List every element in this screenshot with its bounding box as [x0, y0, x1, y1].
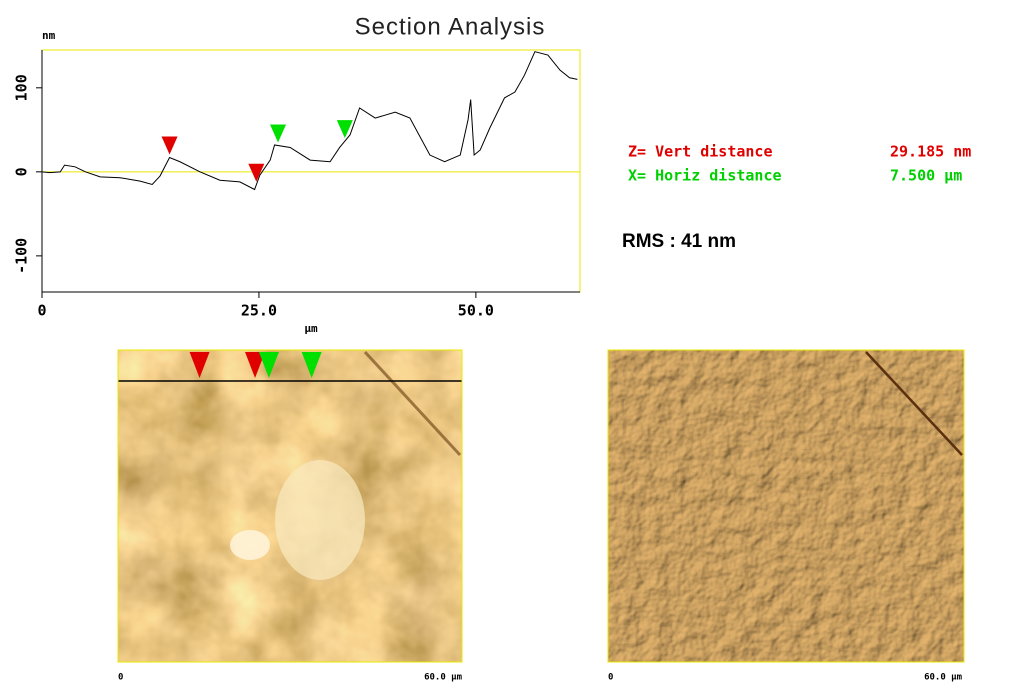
x-tick-label: 50.0: [458, 302, 494, 320]
cursor: [161, 136, 178, 155]
scale-start: 0: [118, 673, 123, 683]
y-tick-label: 100: [13, 74, 31, 101]
cursor: [270, 124, 287, 143]
image-scratch: [363, 350, 462, 457]
x-tick-label: 25.0: [241, 302, 277, 320]
image-cursor: [301, 352, 322, 378]
horiz-value: 7.500 µm: [890, 167, 962, 185]
x-tick-label: 0: [37, 302, 46, 320]
image-frame: [117, 349, 463, 663]
image-scratch: [865, 351, 963, 456]
scale-end: 60.0 µm: [424, 673, 463, 683]
y-axis-label: nm: [42, 29, 56, 42]
cursor: [248, 163, 265, 182]
cursor: [336, 120, 353, 139]
image-cursor: [258, 352, 279, 378]
y-tick-label: 0: [13, 167, 31, 176]
scale-end: 60.0 µm: [924, 673, 963, 683]
scale-start: 0: [608, 673, 613, 683]
x-axis-label: µm: [304, 322, 318, 335]
profile-line: [41, 51, 578, 191]
height-image: [117, 349, 463, 663]
image-cursor: [245, 352, 266, 378]
amplitude-image: [607, 349, 965, 663]
vert-value: 29.185 nm: [890, 143, 971, 161]
image-feature: [275, 460, 365, 580]
y-tick-label: -100: [13, 238, 31, 274]
image-texture: [608, 350, 964, 662]
rms: RMS : 41 nm: [622, 231, 736, 252]
image-frame: [607, 349, 965, 663]
plot-frame: [41, 49, 581, 293]
image-cursor: [189, 352, 210, 378]
image-feature: [230, 530, 270, 560]
horiz-label: X= Horiz distance: [628, 167, 782, 185]
vert-label: Z= Vert distance: [628, 143, 773, 161]
chart-title: Section Analysis: [355, 13, 546, 40]
